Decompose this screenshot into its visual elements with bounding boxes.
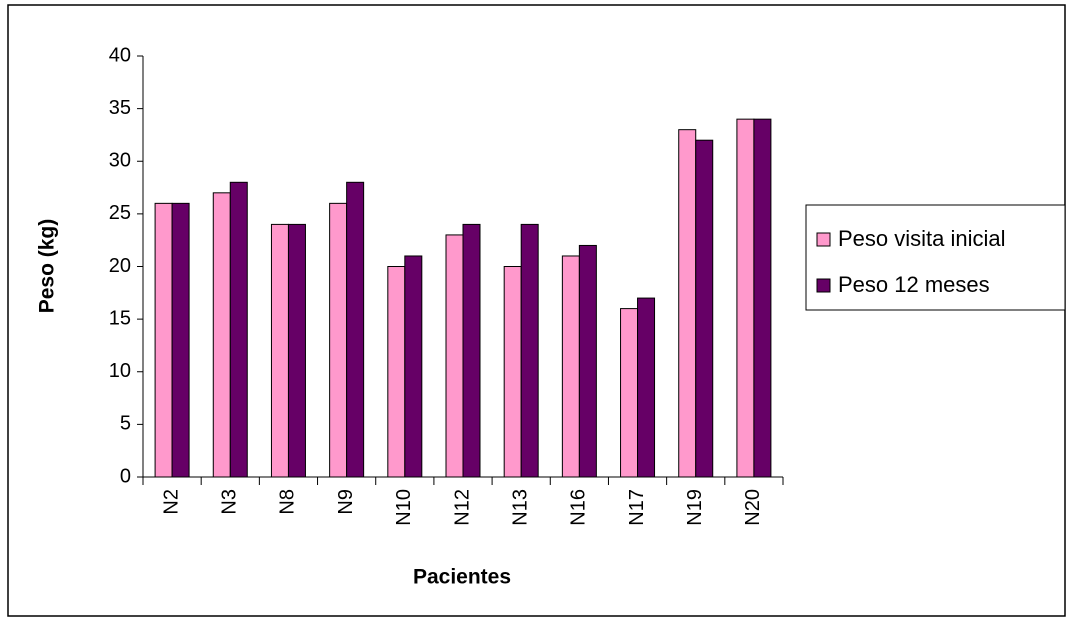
bar	[736, 118, 755, 478]
bar	[287, 223, 306, 478]
legend-label: Peso visita inicial	[838, 226, 1006, 251]
y-tick-label: 30	[109, 150, 131, 172]
y-tick-label: 35	[109, 97, 131, 119]
x-axis-label: Pacientes	[413, 566, 511, 589]
bar	[637, 297, 656, 478]
bar	[329, 202, 348, 478]
bar	[520, 223, 539, 478]
bar	[678, 129, 697, 478]
x-tick-label: N17	[626, 489, 648, 526]
x-tick-label: N19	[684, 489, 706, 526]
y-tick-label: 15	[109, 307, 131, 329]
y-tick-label: 40	[109, 44, 131, 66]
legend-label: Peso 12 meses	[838, 272, 990, 297]
bar	[387, 266, 406, 478]
x-tick-label: N8	[277, 489, 299, 515]
y-tick-label: 20	[109, 255, 131, 277]
bar	[404, 255, 423, 478]
x-tick-label: N20	[742, 489, 764, 526]
y-axis-label: Peso (kg)	[36, 219, 59, 314]
x-tick-label: N10	[393, 489, 415, 526]
bar	[229, 181, 248, 478]
bar	[462, 223, 481, 478]
x-tick-label: N16	[568, 489, 590, 526]
y-tick-label: 25	[109, 202, 131, 224]
bar	[445, 234, 464, 478]
legend-box	[805, 204, 1066, 311]
y-tick-label: 5	[120, 413, 131, 435]
bar	[171, 202, 190, 478]
bar	[695, 139, 714, 478]
bar	[578, 244, 597, 478]
bar	[753, 118, 772, 478]
y-tick-label: 0	[120, 465, 131, 487]
y-tick-label: 10	[109, 360, 131, 382]
bar	[212, 192, 231, 478]
legend-swatch	[816, 278, 831, 293]
bar	[346, 181, 365, 478]
legend-swatch	[816, 232, 831, 247]
x-tick-label: N2	[160, 489, 182, 515]
x-tick-label: N12	[451, 489, 473, 526]
x-tick-label: N13	[509, 489, 531, 526]
bar	[503, 266, 522, 478]
bar	[154, 202, 173, 478]
bar	[270, 223, 289, 478]
x-tick-label: N9	[335, 489, 357, 515]
bar	[561, 255, 580, 478]
x-tick-label: N3	[219, 489, 241, 515]
bar	[620, 308, 639, 478]
